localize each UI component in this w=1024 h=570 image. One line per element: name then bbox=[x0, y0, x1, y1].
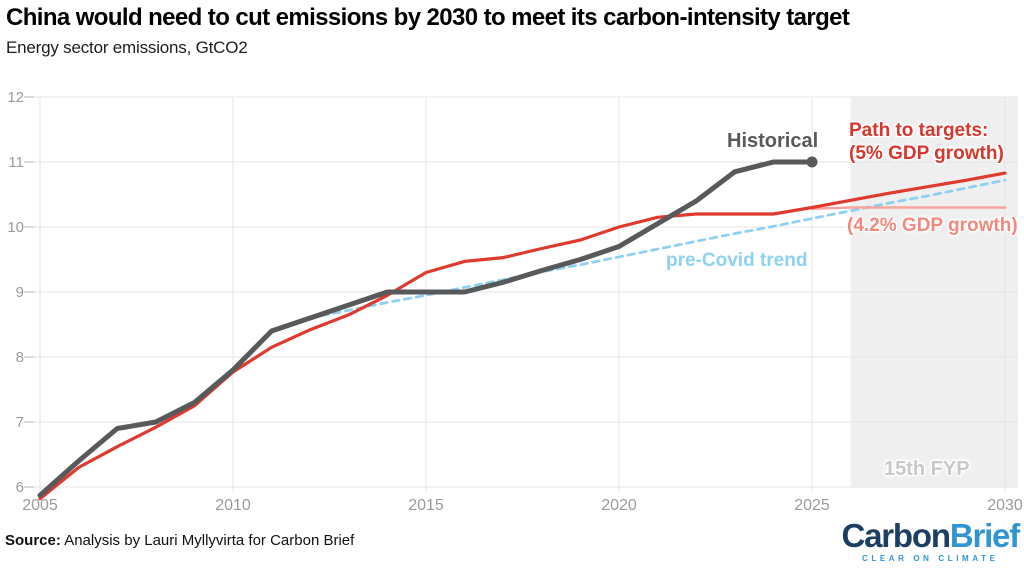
annotation-15th-fyp: 15th FYP bbox=[884, 458, 970, 480]
carbonbrief-wordmark: CarbonBrief bbox=[841, 517, 1021, 554]
source-label: Source: bbox=[5, 532, 61, 549]
source-line: Source: Analysis by Lauri Myllyvirta for… bbox=[5, 532, 354, 549]
annotation-4-2-gdp-growth: (4.2% GDP growth) bbox=[847, 215, 1018, 236]
y-axis-tick-label: 6 bbox=[16, 479, 24, 496]
x-axis-tick-label: 2020 bbox=[601, 497, 637, 514]
y-axis-tick-label: 7 bbox=[16, 414, 24, 431]
x-axis-tick-label: 2010 bbox=[215, 497, 251, 514]
logo-tagline: CLEAR ON CLIMATE bbox=[861, 554, 999, 563]
annotation-historical: Historical bbox=[727, 130, 819, 152]
x-axis-tick-label: 2015 bbox=[408, 497, 444, 514]
series-line-pre-covid-trend bbox=[308, 178, 1007, 320]
annotation-path-line1: Path to targets: bbox=[849, 120, 989, 141]
series-line-historical bbox=[37, 159, 815, 498]
y-axis-tick-label: 12 bbox=[7, 89, 24, 106]
logo-part-carbon: Carbon bbox=[841, 517, 952, 554]
annotation-pre-covid-trend: pre-Covid trend bbox=[666, 250, 808, 271]
x-axis-tick-label: 2030 bbox=[987, 497, 1023, 514]
annotation-path-to-targets: Path to targets: (5% GDP growth) bbox=[849, 119, 1004, 165]
x-axis-tick-label: 2025 bbox=[794, 497, 830, 514]
historical-endpoint-dot bbox=[806, 156, 818, 168]
page-subtitle: Energy sector emissions, GtCO2 bbox=[6, 38, 248, 57]
page-title: China would need to cut emissions by 203… bbox=[6, 4, 850, 31]
x-axis-tick-label: 2005 bbox=[22, 497, 58, 514]
annotation-path-line2: (5% GDP growth) bbox=[849, 143, 1004, 164]
source-text: Analysis by Lauri Myllyvirta for Carbon … bbox=[60, 532, 355, 549]
series-line-path-to-targets-4-2-gdp-growth- bbox=[810, 206, 1007, 211]
carbonbrief-logo: CarbonBrief CLEAR ON CLIMATE bbox=[841, 517, 1021, 563]
y-axis-tick-label: 9 bbox=[16, 284, 24, 301]
y-axis-tick-label: 10 bbox=[7, 219, 24, 236]
y-axis-tick-label: 11 bbox=[8, 154, 24, 171]
logo-part-brief: Brief bbox=[949, 517, 1020, 554]
y-axis-tick-label: 8 bbox=[16, 349, 24, 366]
